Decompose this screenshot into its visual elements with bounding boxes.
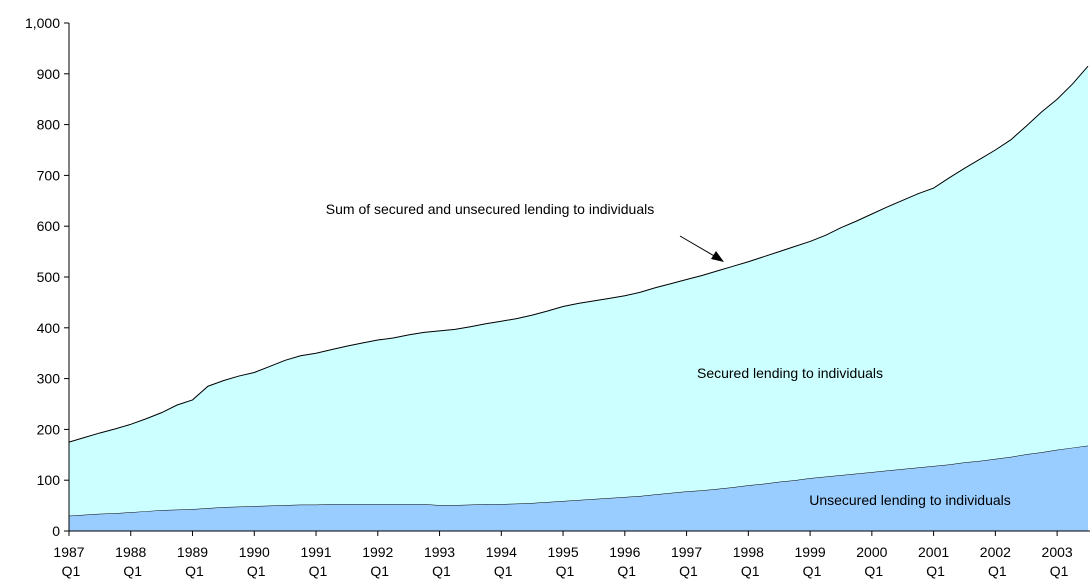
y-tick-label: 300 <box>37 371 61 387</box>
x-tick-label: 1990 Q1 <box>239 544 270 579</box>
y-tick-label: 1,000 <box>25 15 60 31</box>
area <box>69 445 1088 531</box>
x-tick-label: 1989 Q1 <box>177 544 208 579</box>
annotation-arrow <box>679 235 717 258</box>
x-tick-label: 2000 Q1 <box>856 544 887 579</box>
y-tick-label: 700 <box>37 167 61 183</box>
x-tick-label: 1997 Q1 <box>671 544 702 579</box>
series-label: Unsecured lending to individuals <box>809 492 1011 508</box>
y-tick-label: 100 <box>37 472 61 488</box>
x-tick-label: 1992 Q1 <box>362 544 393 579</box>
y-tick-label: 0 <box>52 523 60 539</box>
x-tick-label: 1996 Q1 <box>609 544 640 579</box>
x-tick-label: 1991 Q1 <box>300 544 331 579</box>
annotation: Sum of secured and unsecured lending to … <box>326 201 654 217</box>
y-tick-label: 600 <box>37 218 61 234</box>
x-tick-label: 1994 Q1 <box>486 544 517 579</box>
y-tick-label: 900 <box>37 66 61 82</box>
y-tick-label: 500 <box>37 269 61 285</box>
y-tick-label: 800 <box>37 117 61 133</box>
series-label: Secured lending to individuals <box>697 365 883 381</box>
x-tick-label: 2003 Q1 <box>1042 544 1073 579</box>
x-tick-label: 2002 Q1 <box>980 544 1011 579</box>
x-tick-label: 2001 Q1 <box>918 544 949 579</box>
x-tick-label: 1987 Q1 <box>53 544 84 579</box>
plot: Secured lending to individuals Unsecured … <box>25 15 1090 579</box>
area <box>69 66 1088 516</box>
x-tick-label: 1998 Q1 <box>733 544 764 579</box>
x-tick-label: 1995 Q1 <box>547 544 578 579</box>
x-tick-label: 1999 Q1 <box>795 544 826 579</box>
area-edge <box>68 65 1089 443</box>
x-tick-label: 1988 Q1 <box>115 544 146 579</box>
x-tick-label: 1993 Q1 <box>424 544 455 579</box>
y-tick-label: 400 <box>37 320 61 336</box>
arrow-head <box>711 251 724 262</box>
y-tick-label: 200 <box>37 421 61 437</box>
